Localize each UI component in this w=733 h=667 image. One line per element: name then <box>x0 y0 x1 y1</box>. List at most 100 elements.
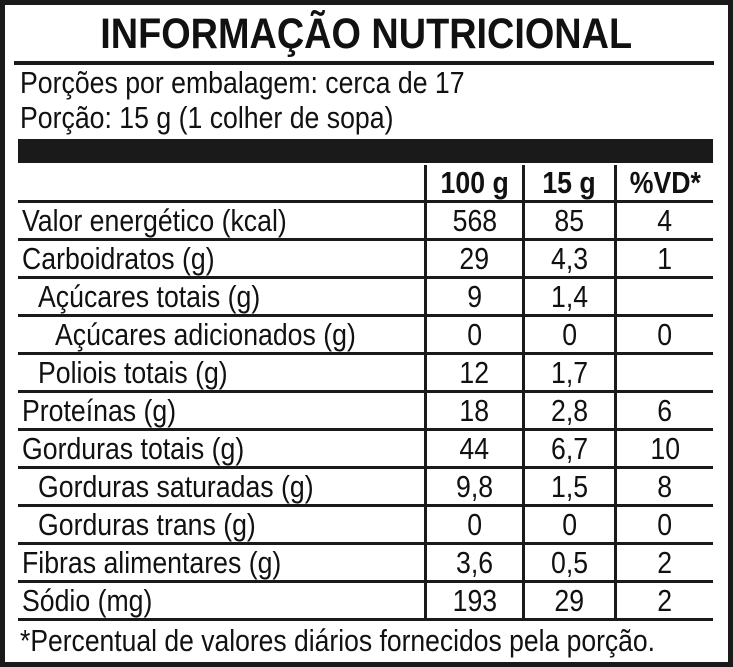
value-portion: 85 <box>522 203 614 238</box>
nutrient-label-text: Proteínas (g) <box>22 393 177 428</box>
value-vd-text: 1 <box>657 241 673 276</box>
table-row: Sódio (mg) 193 29 2 <box>18 583 713 621</box>
servings-per-package: Porções por embalagem: cerca de 17 <box>20 65 465 100</box>
header-vd-text: %VD* <box>629 165 701 200</box>
value-100g: 0 <box>424 507 522 542</box>
value-portion: 29 <box>522 583 614 618</box>
value-vd-text: 4 <box>657 203 673 238</box>
value-vd <box>614 355 713 390</box>
value-100g-text: 193 <box>452 583 497 618</box>
nutrient-label: Proteínas (g) <box>18 393 424 428</box>
value-100g: 9,8 <box>424 469 522 504</box>
value-100g-text: 3,6 <box>455 545 494 580</box>
value-100g: 9 <box>424 279 522 314</box>
value-vd-text: 2 <box>657 583 673 618</box>
table-row: Açúcares adicionados (g) 0 0 0 <box>18 317 713 355</box>
value-100g-text: 18 <box>459 393 490 428</box>
table-header: 100 g 15 g %VD* <box>18 165 713 203</box>
value-vd: 0 <box>614 317 713 352</box>
header-portion-text: 15 g <box>542 165 597 200</box>
nutrient-label: Fibras alimentares (g) <box>18 545 424 580</box>
value-vd-text: 10 <box>650 431 680 466</box>
value-portion-text: 1,4 <box>550 279 589 314</box>
table-row: Açúcares totais (g) 9 1,4 <box>18 279 713 317</box>
value-portion: 1,4 <box>522 279 614 314</box>
table-row: Proteínas (g) 18 2,8 6 <box>18 393 713 431</box>
nutrient-label-text: Poliois totais (g) <box>38 355 228 390</box>
value-100g: 18 <box>424 393 522 428</box>
value-vd: 8 <box>614 469 713 504</box>
value-portion: 0,5 <box>522 545 614 580</box>
serving-size: Porção: 15 g (1 colher de sopa) <box>20 100 394 135</box>
nutrient-label: Sódio (mg) <box>18 583 424 618</box>
nutrient-label: Carboidratos (g) <box>18 241 424 276</box>
value-100g: 193 <box>424 583 522 618</box>
value-portion-text: 0 <box>562 507 577 542</box>
value-portion-text: 6,7 <box>550 431 589 466</box>
value-portion-text: 85 <box>554 203 585 238</box>
value-vd: 2 <box>614 583 713 618</box>
value-vd: 2 <box>614 545 713 580</box>
value-vd-text: 8 <box>657 469 673 504</box>
value-100g: 0 <box>424 317 522 352</box>
value-portion: 1,5 <box>522 469 614 504</box>
table-row: Gorduras totais (g) 44 6,7 10 <box>18 431 713 469</box>
nutrition-table: 100 g 15 g %VD* Valor energético (kcal) 5… <box>18 165 713 621</box>
value-100g-text: 12 <box>459 355 490 390</box>
title-text: INFORMAÇÃO NUTRICIONAL <box>100 10 633 58</box>
value-portion-text: 2,8 <box>550 393 589 428</box>
value-100g: 3,6 <box>424 545 522 580</box>
value-100g: 29 <box>424 241 522 276</box>
value-portion: 4,3 <box>522 241 614 276</box>
value-100g-text: 9 <box>467 279 482 314</box>
value-portion-text: 0 <box>562 317 577 352</box>
table-row: Carboidratos (g) 29 4,3 1 <box>18 241 713 279</box>
value-vd <box>614 279 713 314</box>
value-100g: 12 <box>424 355 522 390</box>
value-vd: 0 <box>614 507 713 542</box>
value-portion: 0 <box>522 507 614 542</box>
value-portion-text: 29 <box>554 583 585 618</box>
value-portion-text: 1,5 <box>550 469 589 504</box>
value-vd: 10 <box>614 431 713 466</box>
value-vd: 6 <box>614 393 713 428</box>
value-vd: 1 <box>614 241 713 276</box>
nutrient-label: Poliois totais (g) <box>18 355 424 390</box>
value-portion-text: 0,5 <box>550 545 589 580</box>
table-row: Poliois totais (g) 12 1,7 <box>18 355 713 393</box>
nutrient-label-text: Açúcares totais (g) <box>38 279 261 314</box>
value-100g: 44 <box>424 431 522 466</box>
title-divider <box>14 61 714 65</box>
value-portion-text: 1,7 <box>550 355 589 390</box>
value-100g-text: 0 <box>467 507 482 542</box>
header-label <box>18 165 424 200</box>
nutrient-label-text: Gorduras totais (g) <box>22 431 245 466</box>
value-vd-text: 0 <box>657 507 673 542</box>
nutrient-label-text: Valor energético (kcal) <box>22 203 287 238</box>
value-100g: 568 <box>424 203 522 238</box>
value-vd-text: 6 <box>657 393 673 428</box>
table-row: Gorduras saturadas (g) 9,8 1,5 8 <box>18 469 713 507</box>
footnote: *Percentual de valores diários fornecido… <box>20 623 656 658</box>
value-100g-text: 29 <box>459 241 490 276</box>
value-portion: 6,7 <box>522 431 614 466</box>
nutrient-label: Gorduras saturadas (g) <box>18 469 424 504</box>
value-portion: 0 <box>522 317 614 352</box>
header-100g-text: 100 g <box>440 165 509 200</box>
table-row: Valor energético (kcal) 568 85 4 <box>18 203 713 241</box>
nutrient-label-text: Gorduras saturadas (g) <box>38 469 314 504</box>
nutrient-label-text: Fibras alimentares (g) <box>22 545 282 580</box>
nutrient-label-text: Açúcares adicionados (g) <box>55 317 356 352</box>
value-vd: 4 <box>614 203 713 238</box>
nutrient-label: Valor energético (kcal) <box>18 203 424 238</box>
nutrient-label: Gorduras trans (g) <box>18 507 424 542</box>
nutrient-label: Açúcares adicionados (g) <box>18 317 424 352</box>
value-100g-text: 44 <box>459 431 490 466</box>
nutrient-label: Açúcares totais (g) <box>18 279 424 314</box>
value-vd-text: 2 <box>657 545 673 580</box>
value-portion-text: 4,3 <box>550 241 589 276</box>
value-portion: 2,8 <box>522 393 614 428</box>
header-portion: 15 g <box>522 165 614 200</box>
value-100g-text: 568 <box>452 203 497 238</box>
header-100g: 100 g <box>424 165 522 200</box>
